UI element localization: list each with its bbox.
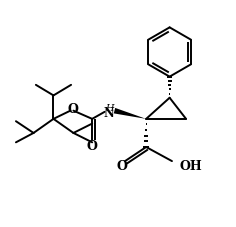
- Text: O: O: [68, 102, 79, 115]
- Text: O: O: [117, 159, 128, 172]
- Text: O: O: [87, 139, 98, 152]
- Text: H: H: [105, 103, 114, 112]
- Text: N: N: [104, 106, 115, 119]
- Text: OH: OH: [180, 159, 202, 172]
- Polygon shape: [114, 109, 146, 119]
